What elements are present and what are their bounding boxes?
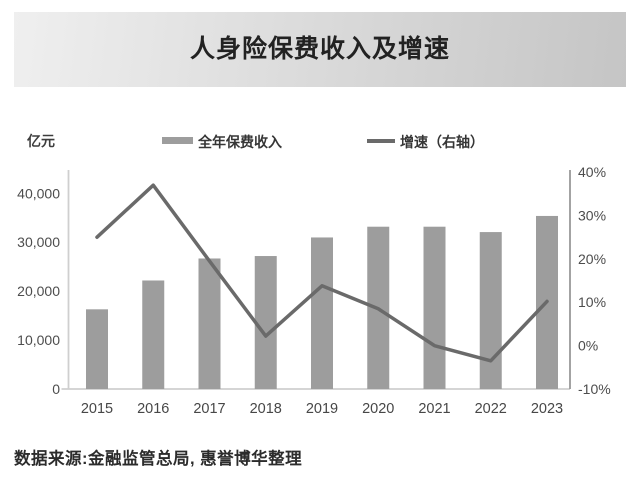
line-series-legend-label: 增速（右轴） [400, 134, 484, 150]
bar-series-swatch-icon [162, 137, 193, 144]
line-series-swatch-icon [367, 139, 395, 143]
bar-2022 [479, 232, 502, 389]
source-note: 数据来源:金融监管总局, 惠誉博华整理 [14, 450, 303, 468]
bar-2018 [254, 256, 277, 389]
left-axis-unit-label: 亿元 [27, 133, 55, 149]
title-banner: 人身险保费收入及增速 [14, 12, 626, 87]
x-axis-year-label-2016: 2016 [137, 401, 169, 417]
x-axis-year-label-2018: 2018 [250, 401, 282, 417]
right-axis-tick-label: 40% [578, 164, 606, 180]
left-axis-tick-label: 0 [52, 381, 60, 397]
right-axis-tick-label: 30% [578, 207, 606, 223]
x-axis-year-label-2023: 2023 [531, 401, 563, 417]
bar-2016 [142, 280, 165, 389]
left-axis-tick-label: 30,000 [17, 234, 60, 250]
chart-canvas: 0 10,000 20,000 30,000 40,000 -10% 0% 10% 20% 30%… [17, 164, 611, 417]
right-axis-tick-label: 20% [578, 251, 606, 267]
right-axis-tick-label: 0% [578, 338, 598, 354]
x-axis-year-label-2017: 2017 [193, 401, 225, 417]
bar-2015 [86, 309, 108, 389]
bar-2017 [198, 258, 221, 389]
x-axis-year-label-2021: 2021 [418, 401, 450, 417]
right-axis-tick-label: 10% [578, 294, 606, 310]
bar-2019 [311, 237, 333, 389]
bar-series-legend-label: 全年保费收入 [198, 134, 282, 150]
chart-title: 人身险保费收入及增速 [189, 35, 450, 63]
left-axis-tick-label: 20,000 [17, 283, 60, 299]
right-axis-tick-label: -10% [578, 381, 611, 397]
x-axis-year-label-2015: 2015 [81, 401, 113, 417]
growth-line [95, 183, 549, 363]
bar-2021 [423, 226, 446, 389]
left-axis-tick-label: 10,000 [17, 332, 60, 348]
left-axis-tick-label: 40,000 [17, 185, 60, 201]
x-axis-year-label-2019: 2019 [306, 401, 338, 417]
x-axis-year-label-2022: 2022 [475, 401, 507, 417]
x-axis-year-label-2020: 2020 [362, 401, 394, 417]
